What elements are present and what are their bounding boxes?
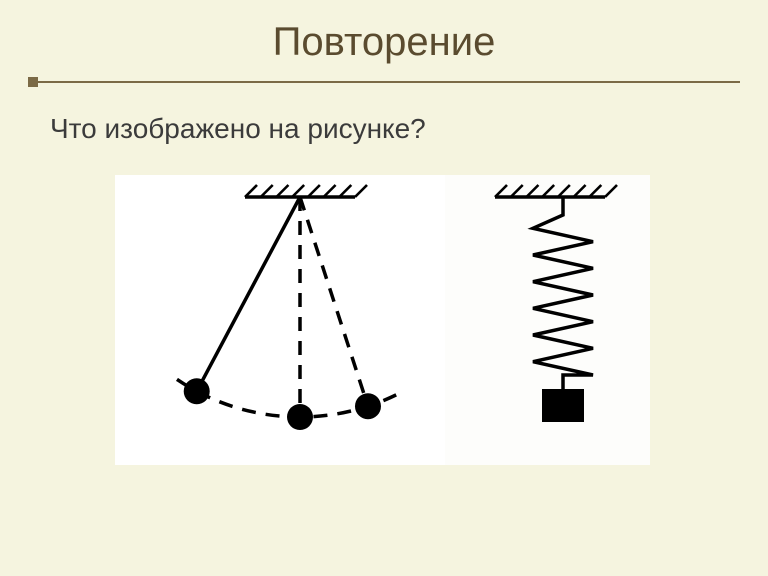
rule-wrap [0, 75, 768, 93]
figure-panel [115, 175, 650, 465]
horizontal-rule [28, 81, 740, 83]
question-text: Что изображено на рисунке? [50, 113, 768, 145]
diagram-svg [115, 175, 650, 465]
slide-title: Повторение [0, 0, 768, 75]
slide: Повторение Что изображено на рисунке? [0, 0, 768, 576]
